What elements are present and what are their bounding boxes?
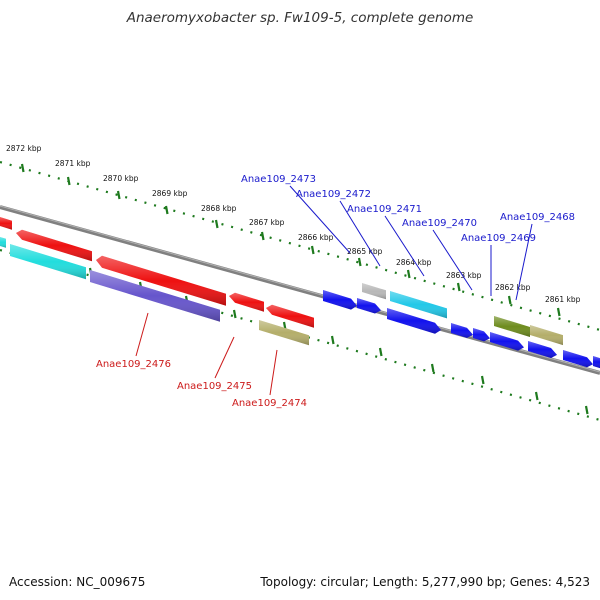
label-leader-lines	[135, 185, 533, 396]
gene-label: Anae109_2472	[296, 189, 371, 200]
ruler-ticks: 2872 kbp 2871 kbp 2870 kbp 2869 kbp 2868 kbp…	[6, 144, 589, 415]
ruler-tick-label: 2865 kbp	[347, 247, 383, 256]
gene-features	[0, 217, 600, 369]
ruler-dotted-line-top	[0, 160, 600, 332]
ruler-tick-label: 2871 kbp	[55, 159, 91, 168]
gene-label: Anae109_2474	[232, 398, 307, 409]
accession-text: Accession: NC_009675	[9, 575, 146, 589]
gene-label: Anae109_2469	[461, 233, 536, 244]
ruler-tick-label: 2870 kbp	[103, 174, 139, 183]
topology-text: Topology: circular; Length: 5,277,990 bp…	[260, 575, 590, 589]
gene-label: Anae109_2471	[347, 204, 422, 215]
ruler-tick-label: 2868 kbp	[201, 204, 237, 213]
gene-label: Anae109_2470	[402, 218, 477, 229]
gene-label: Anae109_2476	[96, 359, 171, 370]
gene-label: Anae109_2475	[177, 381, 252, 392]
gene-labels: Anae109_2473 Anae109_2472 Anae109_2471 Anae…	[96, 174, 575, 409]
ruler-tick-label: 2864 kbp	[396, 258, 432, 267]
ruler-tick-label: 2861 kbp	[545, 295, 581, 304]
gene-label: Anae109_2473	[241, 174, 316, 185]
ruler-tick-label: 2867 kbp	[249, 218, 285, 227]
ruler-tick-label: 2862 kbp	[495, 283, 531, 292]
map-title: Anaeromyxobacter sp. Fw109-5, complete g…	[126, 10, 474, 26]
ruler-tick-label: 2869 kbp	[152, 189, 188, 198]
gene-label: Anae109_2468	[500, 212, 575, 223]
ruler-tick-label: 2872 kbp	[6, 144, 42, 153]
ruler-tick-label: 2866 kbp	[298, 233, 334, 242]
ruler-tick-label: 2863 kbp	[446, 271, 482, 280]
